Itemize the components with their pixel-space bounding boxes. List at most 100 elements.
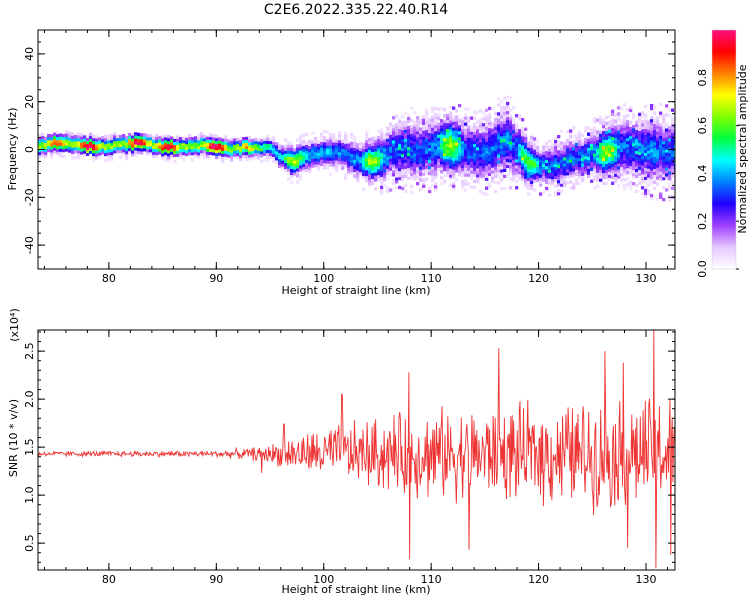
- spectrogram-cell: [68, 131, 72, 135]
- spectrogram-cell: [311, 146, 315, 150]
- spectrogram-cell: [650, 130, 654, 135]
- spectrogram-cell: [431, 175, 435, 179]
- spectrogram-cell: [302, 133, 306, 138]
- spectrogram-cell: [329, 163, 333, 167]
- spectrogram-cell: [59, 139, 63, 143]
- spectrogram-cell: [617, 175, 621, 179]
- spectrogram-cell: [536, 166, 540, 171]
- spectrogram-cell: [461, 116, 465, 121]
- spectrogram-cell: [38, 151, 42, 156]
- spectrogram-cell: [572, 153, 576, 157]
- spectrogram-cell: [164, 146, 168, 150]
- spectrogram-cell: [332, 154, 336, 158]
- spectrogram-cell: [602, 181, 606, 186]
- spectrogram-cell: [239, 142, 243, 147]
- spectrogram-cell: [629, 144, 633, 149]
- spectrogram-cell: [410, 124, 414, 129]
- spectrogram-cell: [614, 113, 618, 117]
- spectrogram-cell: [575, 163, 579, 167]
- spectrogram-cell: [545, 168, 549, 173]
- spectrogram-cell: [401, 150, 405, 155]
- spectrogram-cell: [503, 150, 507, 154]
- spectrogram-cell: [662, 146, 666, 151]
- spectrogram-cell: [524, 184, 528, 188]
- spectrogram-cell: [521, 166, 525, 170]
- spectrogram-cell: [470, 134, 474, 138]
- spectrogram-cell: [632, 134, 636, 138]
- spectrogram-cell: [614, 158, 618, 162]
- spectrogram-cell: [626, 182, 630, 187]
- spectrogram-cell: [122, 134, 126, 138]
- spectrogram-cell: [452, 184, 456, 188]
- spectrogram-cell: [350, 150, 354, 155]
- spectrogram-cell: [599, 148, 603, 152]
- spectrogram-cell: [452, 181, 456, 185]
- spectrogram-cell: [512, 174, 516, 179]
- spectrogram-cell: [494, 147, 498, 152]
- spectrogram-cell: [590, 134, 594, 138]
- spectrogram-cell: [182, 136, 186, 141]
- spectrogram-cell: [458, 143, 462, 147]
- spectrogram-cell: [656, 140, 660, 144]
- spectrogram-cell: [506, 119, 510, 124]
- spectrogram-cell: [230, 149, 234, 153]
- spectrogram-cell: [440, 176, 444, 180]
- spectrogram-cell: [326, 130, 330, 134]
- spectrogram-cell: [521, 178, 525, 182]
- spectrogram-cell: [293, 157, 297, 161]
- spectrogram-cell: [548, 154, 552, 158]
- spectrogram-cell: [50, 155, 54, 159]
- spectrogram-cell: [230, 140, 234, 144]
- spectrogram-cell: [500, 142, 504, 146]
- spectrogram-cell: [470, 125, 474, 129]
- spectrogram-cell: [623, 154, 627, 158]
- spectrogram-cell: [557, 189, 561, 193]
- spectrogram-cell: [146, 146, 150, 150]
- spectrogram-cell: [356, 143, 360, 147]
- spectrogram-cell: [500, 115, 504, 119]
- spectrogram-cell: [494, 117, 498, 122]
- spectrogram-cell: [515, 126, 519, 130]
- spectrogram-cell: [311, 155, 315, 159]
- spectrogram-cell: [605, 169, 609, 173]
- spectrogram-cell: [560, 144, 564, 148]
- spectrogram-cell: [632, 173, 636, 177]
- spectrogram-cell: [470, 185, 474, 189]
- spectrogram-cell: [176, 135, 180, 139]
- spectrogram-cell: [314, 161, 318, 165]
- spectrogram-cell: [422, 154, 426, 158]
- spectrogram-cell: [80, 136, 84, 140]
- spectrogram-cell: [377, 138, 381, 143]
- spectrogram-cell: [605, 133, 609, 137]
- spectrogram-cell: [440, 167, 444, 171]
- spectrogram-cell: [287, 177, 291, 181]
- spectrogram-cell: [422, 163, 426, 167]
- spectrogram-cell: [155, 139, 159, 144]
- spectrogram-cell: [626, 164, 630, 169]
- spectrogram-cell: [119, 155, 123, 160]
- spectrogram-cell: [365, 172, 369, 177]
- spectrogram-cell: [467, 164, 471, 168]
- spectrogram-cell: [659, 177, 663, 181]
- spectrogram-cell: [209, 139, 213, 143]
- spectrogram-cell: [203, 141, 207, 145]
- spectrogram-cell: [659, 150, 663, 154]
- spectrogram-cell: [269, 137, 273, 142]
- spectrogram-cell: [419, 187, 423, 191]
- spectrogram-cell: [674, 174, 675, 179]
- spectrogram-cell: [521, 169, 525, 173]
- spectrogram-cell: [497, 148, 501, 152]
- spectrogram-cell: [377, 159, 381, 164]
- spectrogram-cell: [278, 158, 282, 163]
- spectrogram-cell: [86, 134, 90, 139]
- spectrogram-cell: [650, 121, 654, 126]
- spectrogram-cell: [602, 163, 606, 168]
- spectrogram-cell: [422, 160, 426, 164]
- spectrogram-cell: [524, 133, 528, 137]
- spectrogram-cell: [362, 169, 366, 174]
- spectrogram-cell: [359, 171, 363, 176]
- spectrogram-cell: [239, 145, 243, 150]
- spectrogram-cell: [458, 128, 462, 132]
- spectrogram-cell: [92, 140, 96, 145]
- spectrogram-cell: [371, 175, 375, 180]
